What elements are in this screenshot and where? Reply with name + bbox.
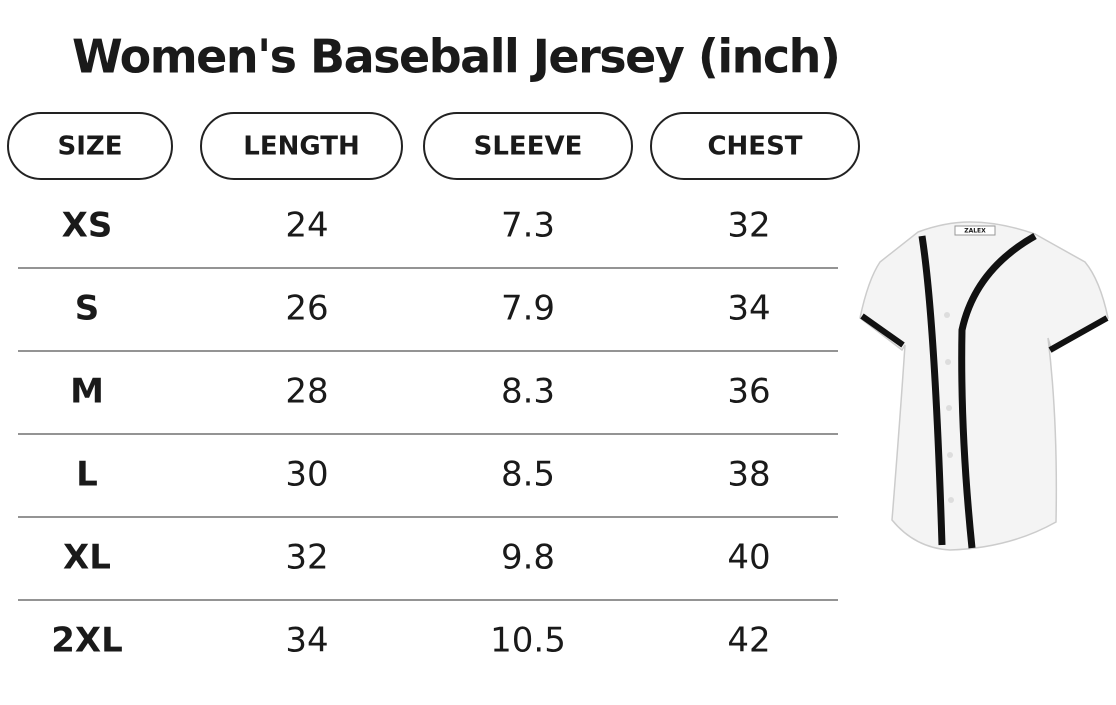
measurement: 24	[285, 206, 328, 246]
column-header: SLEEVE	[474, 132, 583, 162]
measurement: 30	[285, 455, 328, 495]
measurement: 32	[285, 538, 328, 578]
measurement: 9.8	[501, 538, 555, 578]
measurement: 32	[727, 206, 770, 246]
size-label: XS	[62, 206, 113, 246]
measurement: 10.5	[490, 621, 566, 661]
brand-tag: ZALEX	[964, 228, 986, 235]
measurement: 40	[727, 538, 770, 578]
column-header: LENGTH	[243, 132, 359, 162]
measurement: 8.3	[501, 372, 555, 412]
header-pill	[7, 112, 173, 180]
header-pill	[650, 112, 860, 180]
measurement: 34	[285, 621, 328, 661]
measurement: 38	[727, 455, 770, 495]
measurement: 7.9	[501, 289, 555, 329]
measurement: 34	[727, 289, 770, 329]
size-label: 2XL	[51, 621, 123, 661]
size-label: M	[70, 372, 104, 412]
measurement: 28	[285, 372, 328, 412]
measurement: 42	[727, 621, 770, 661]
size-label: XL	[63, 538, 111, 578]
size-label: L	[76, 455, 98, 495]
size-label: S	[75, 289, 100, 329]
measurement: 26	[285, 289, 328, 329]
measurement: 7.3	[501, 206, 555, 246]
header-pill	[200, 112, 403, 180]
header-pill	[423, 112, 633, 180]
title: Women's Baseball Jersey (inch)	[72, 30, 839, 84]
jersey-illustration: ZALEX	[859, 221, 1109, 551]
column-header: CHEST	[707, 132, 802, 162]
measurement: 8.5	[501, 455, 555, 495]
measurement: 36	[727, 372, 770, 412]
column-header: SIZE	[57, 132, 122, 162]
